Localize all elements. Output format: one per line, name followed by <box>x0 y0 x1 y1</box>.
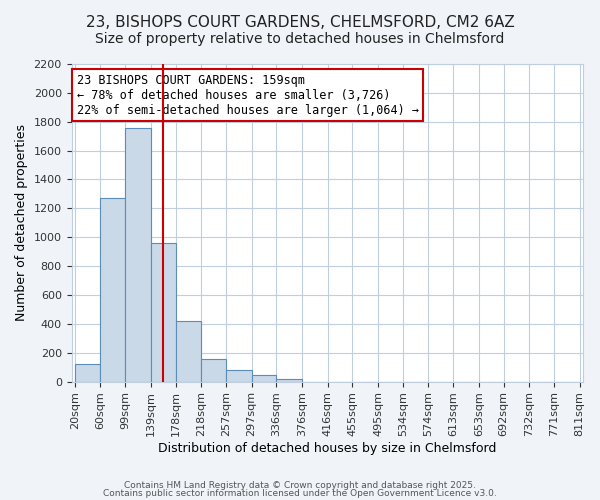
Bar <box>201 359 226 382</box>
Bar <box>100 198 125 382</box>
Bar <box>151 243 176 382</box>
Text: Size of property relative to detached houses in Chelmsford: Size of property relative to detached ho… <box>95 32 505 46</box>
Bar <box>251 375 277 382</box>
Text: Contains HM Land Registry data © Crown copyright and database right 2025.: Contains HM Land Registry data © Crown c… <box>124 481 476 490</box>
Text: 23, BISHOPS COURT GARDENS, CHELMSFORD, CM2 6AZ: 23, BISHOPS COURT GARDENS, CHELMSFORD, C… <box>86 15 514 30</box>
Bar <box>277 378 302 382</box>
X-axis label: Distribution of detached houses by size in Chelmsford: Distribution of detached houses by size … <box>158 442 496 455</box>
Bar <box>75 364 100 382</box>
Bar <box>176 321 201 382</box>
Bar <box>125 128 151 382</box>
Bar <box>226 370 251 382</box>
Text: Contains public sector information licensed under the Open Government Licence v3: Contains public sector information licen… <box>103 488 497 498</box>
Text: 23 BISHOPS COURT GARDENS: 159sqm
← 78% of detached houses are smaller (3,726)
22: 23 BISHOPS COURT GARDENS: 159sqm ← 78% o… <box>77 74 419 116</box>
Y-axis label: Number of detached properties: Number of detached properties <box>15 124 28 322</box>
